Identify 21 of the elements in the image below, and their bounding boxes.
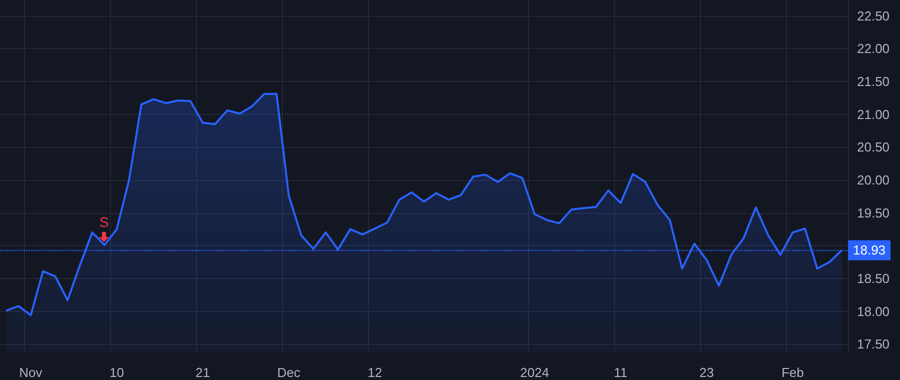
- y-tick-label: 21.50: [857, 74, 890, 89]
- y-tick-label: 20.00: [857, 172, 890, 188]
- y-tick-label: 19.50: [857, 205, 890, 220]
- y-tick-label: 22.50: [857, 8, 890, 24]
- x-tick-label: 11: [614, 365, 628, 380]
- x-tick-label: 21: [196, 365, 210, 380]
- x-tick-label: Dec: [277, 365, 301, 380]
- x-tick-label: 12: [368, 365, 382, 380]
- y-tick-label: 22.00: [857, 41, 890, 56]
- y-tick-label: 20.50: [857, 140, 890, 155]
- y-tick-label: 18.50: [857, 270, 890, 286]
- annotation: S: [99, 214, 109, 230]
- ref-line-label: 18.93: [853, 242, 886, 258]
- x-tick-label: Nov: [19, 365, 43, 380]
- y-tick-label: 21.00: [857, 106, 890, 122]
- y-tick-label: 18.00: [857, 304, 890, 319]
- x-tick-label: Feb: [781, 365, 804, 380]
- x-tick-label: 2024: [520, 365, 550, 380]
- x-tick-label: 23: [699, 365, 714, 380]
- y-tick-label: 17.50: [857, 336, 890, 352]
- x-tick-label: 10: [110, 365, 124, 380]
